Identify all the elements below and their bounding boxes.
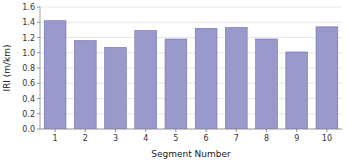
y-tick: [37, 129, 40, 130]
x-tick: [206, 129, 207, 132]
grid-line: [40, 22, 342, 23]
bar: [74, 41, 96, 129]
x-tick: [145, 129, 146, 132]
x-tick: [115, 129, 116, 132]
y-tick-label: 0.4: [22, 95, 35, 104]
bar: [165, 39, 187, 129]
y-tick: [37, 7, 40, 8]
x-tick-label: 4: [143, 134, 148, 143]
y-tick-label: 1.0: [22, 49, 35, 58]
y-tick: [37, 37, 40, 38]
x-tick: [175, 129, 176, 132]
x-tick: [326, 129, 327, 132]
x-tick-label: 6: [204, 134, 209, 143]
y-tick-label: 1.6: [22, 3, 35, 12]
y-tick: [37, 113, 40, 114]
bar: [105, 47, 127, 129]
bar: [44, 21, 66, 129]
grid-line: [40, 7, 342, 8]
axes: 0.0 0.2 0.4 0.6 0.8 1.0 1.2 1.4 1.6 1 2 3 4 5 6 7 8 9 10: [22, 3, 342, 143]
grid-line: [40, 37, 342, 38]
bar: [195, 28, 217, 129]
chart-svg: 0.0 0.2 0.4 0.6 0.8 1.0 1.2 1.4 1.6 1 2 3 4 5 6 7 8 9 10 Se…: [0, 0, 348, 161]
x-tick-label: 7: [234, 134, 239, 143]
y-tick-label: 0.2: [22, 110, 35, 119]
y-tick: [37, 68, 40, 69]
x-tick: [266, 129, 267, 132]
x-tick-label: 1: [53, 134, 58, 143]
bars: [44, 21, 338, 129]
x-tick: [296, 129, 297, 132]
y-tick-label: 0.8: [22, 64, 35, 73]
x-tick-label: 8: [264, 134, 269, 143]
x-tick-label: 9: [294, 134, 299, 143]
x-tick-label: 2: [83, 134, 88, 143]
x-axis-label: Segment Number: [151, 149, 231, 159]
x-tick-label: 5: [173, 134, 178, 143]
y-tick-label: 1.2: [22, 34, 35, 43]
x-tick-label: 3: [113, 134, 118, 143]
chart-container: 0.0 0.2 0.4 0.6 0.8 1.0 1.2 1.4 1.6 1 2 3 4 5 6 7 8 9 10 Se…: [0, 0, 348, 161]
bar: [256, 39, 278, 129]
x-tick: [85, 129, 86, 132]
x-tick-label: 10: [322, 134, 332, 143]
y-axis-line: [40, 7, 41, 129]
y-tick: [37, 52, 40, 53]
bar: [135, 31, 157, 129]
bar: [286, 52, 308, 129]
y-tick: [37, 22, 40, 23]
bar: [225, 28, 247, 129]
grid: [40, 7, 342, 129]
y-tick-label: 0.6: [22, 79, 35, 88]
y-tick: [37, 83, 40, 84]
y-tick-label: 1.4: [22, 18, 35, 27]
x-tick: [55, 129, 56, 132]
bar: [316, 27, 338, 129]
x-tick: [236, 129, 237, 132]
y-tick: [37, 98, 40, 99]
y-tick-label: 0.0: [22, 125, 35, 134]
y-axis-label: IRI (m/km): [2, 44, 12, 91]
